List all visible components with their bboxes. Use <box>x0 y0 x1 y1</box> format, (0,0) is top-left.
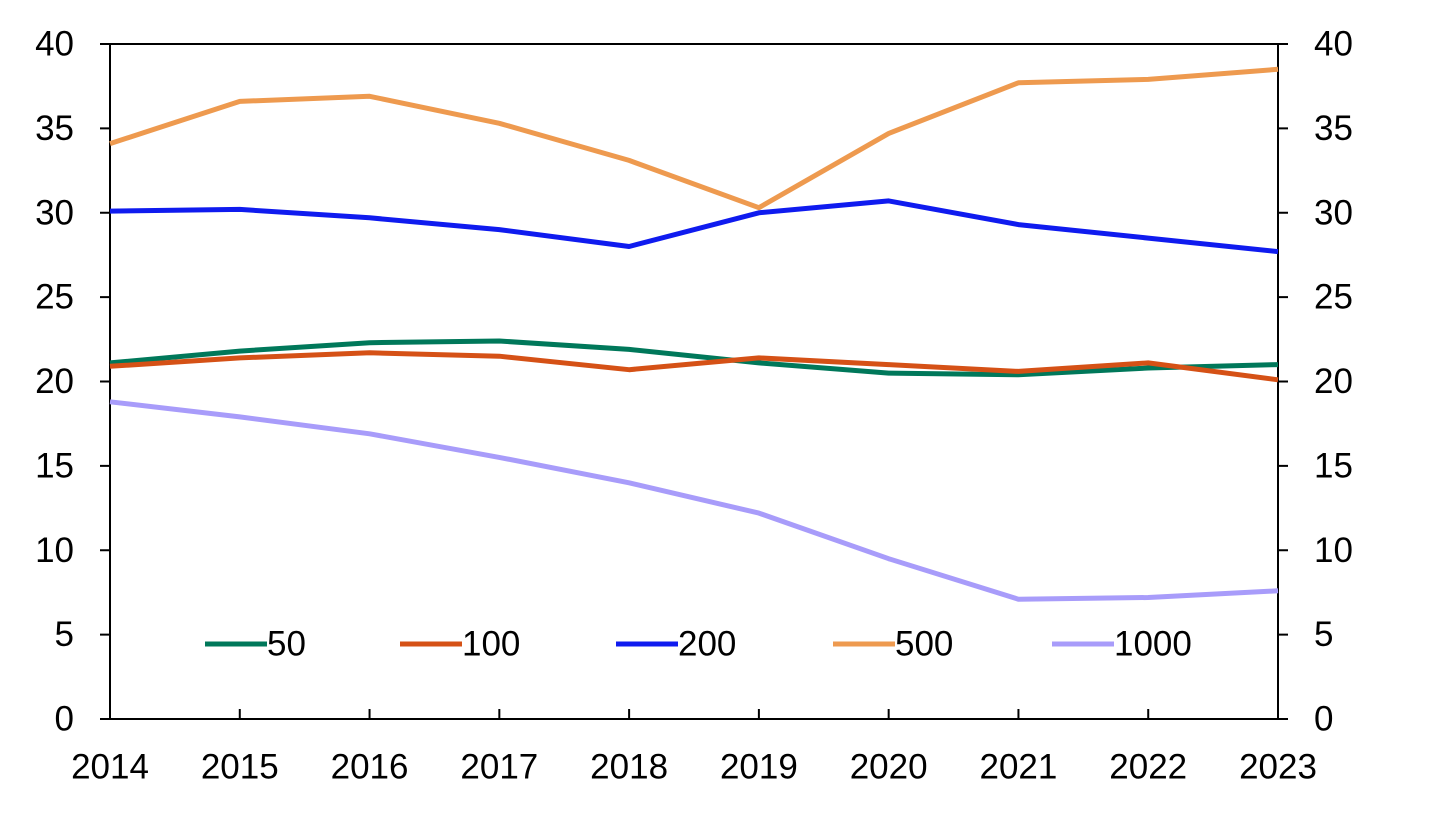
legend: 50 100 200 500 1000 <box>205 625 1192 664</box>
x-axis-tick-label: 2015 <box>201 748 279 787</box>
x-axis-tick-label: 2020 <box>850 748 928 787</box>
y-axis-tick-label-left: 30 <box>35 193 74 232</box>
x-axis-tick-label: 2022 <box>1109 748 1187 787</box>
y-axis-tick-label-right: 15 <box>1314 446 1353 485</box>
x-axis-tick-label: 2014 <box>71 748 149 787</box>
y-axis-tick-label-left: 25 <box>35 278 74 317</box>
y-axis-tick-label-left: 35 <box>35 109 74 148</box>
x-axis-tick-label: 2017 <box>460 748 538 787</box>
y-axis-tick-label-right: 30 <box>1314 193 1353 232</box>
x-axis-tick-label: 2018 <box>590 748 668 787</box>
y-axis-tick-label-right: 20 <box>1314 362 1353 401</box>
series-line-100 <box>109 350 1279 383</box>
x-axis-tick-label: 2019 <box>720 748 798 787</box>
series-line-500 <box>109 66 1279 211</box>
legend-item-50: 50 <box>205 625 306 664</box>
legend-label: 200 <box>678 625 736 664</box>
y-axis-tick-label-right: 10 <box>1314 531 1353 570</box>
series-line-50 <box>109 338 1279 378</box>
y-axis-tick-label-left: 20 <box>35 362 74 401</box>
legend-label: 1000 <box>1114 625 1192 664</box>
series-line-200 <box>109 198 1279 255</box>
axes: 0 5 10 15 20 25 30 35 40 0 5 10 15 20 25 30 35 40 2014 2015… <box>35 25 1353 787</box>
y-axis-tick-label-right: 40 <box>1314 25 1353 64</box>
legend-label: 50 <box>267 625 306 664</box>
x-axis-tick-label: 2021 <box>980 748 1058 787</box>
series-line-1000 <box>109 399 1279 602</box>
y-axis-tick-label-left: 40 <box>35 25 74 64</box>
legend-item-100: 100 <box>400 625 520 664</box>
y-axis-tick-label-left: 0 <box>55 700 74 739</box>
y-axis-tick-label-right: 0 <box>1314 700 1333 739</box>
y-axis-tick-label-left: 10 <box>35 531 74 570</box>
x-axis-tick-label: 2016 <box>331 748 409 787</box>
y-axis-tick-label-right: 25 <box>1314 278 1353 317</box>
y-axis-tick-label-right: 5 <box>1314 615 1333 654</box>
series-lines <box>109 66 1279 602</box>
legend-item-500: 500 <box>833 625 953 664</box>
legend-item-200: 200 <box>616 625 736 664</box>
y-axis-tick-label-left: 15 <box>35 446 74 485</box>
legend-label: 500 <box>895 625 953 664</box>
y-axis-tick-label-left: 5 <box>55 615 74 654</box>
legend-item-1000: 1000 <box>1052 625 1192 664</box>
x-axis-tick-label: 2023 <box>1239 748 1317 787</box>
legend-label: 100 <box>462 625 520 664</box>
y-axis-tick-label-right: 35 <box>1314 109 1353 148</box>
plot-area-frame <box>109 43 1279 720</box>
